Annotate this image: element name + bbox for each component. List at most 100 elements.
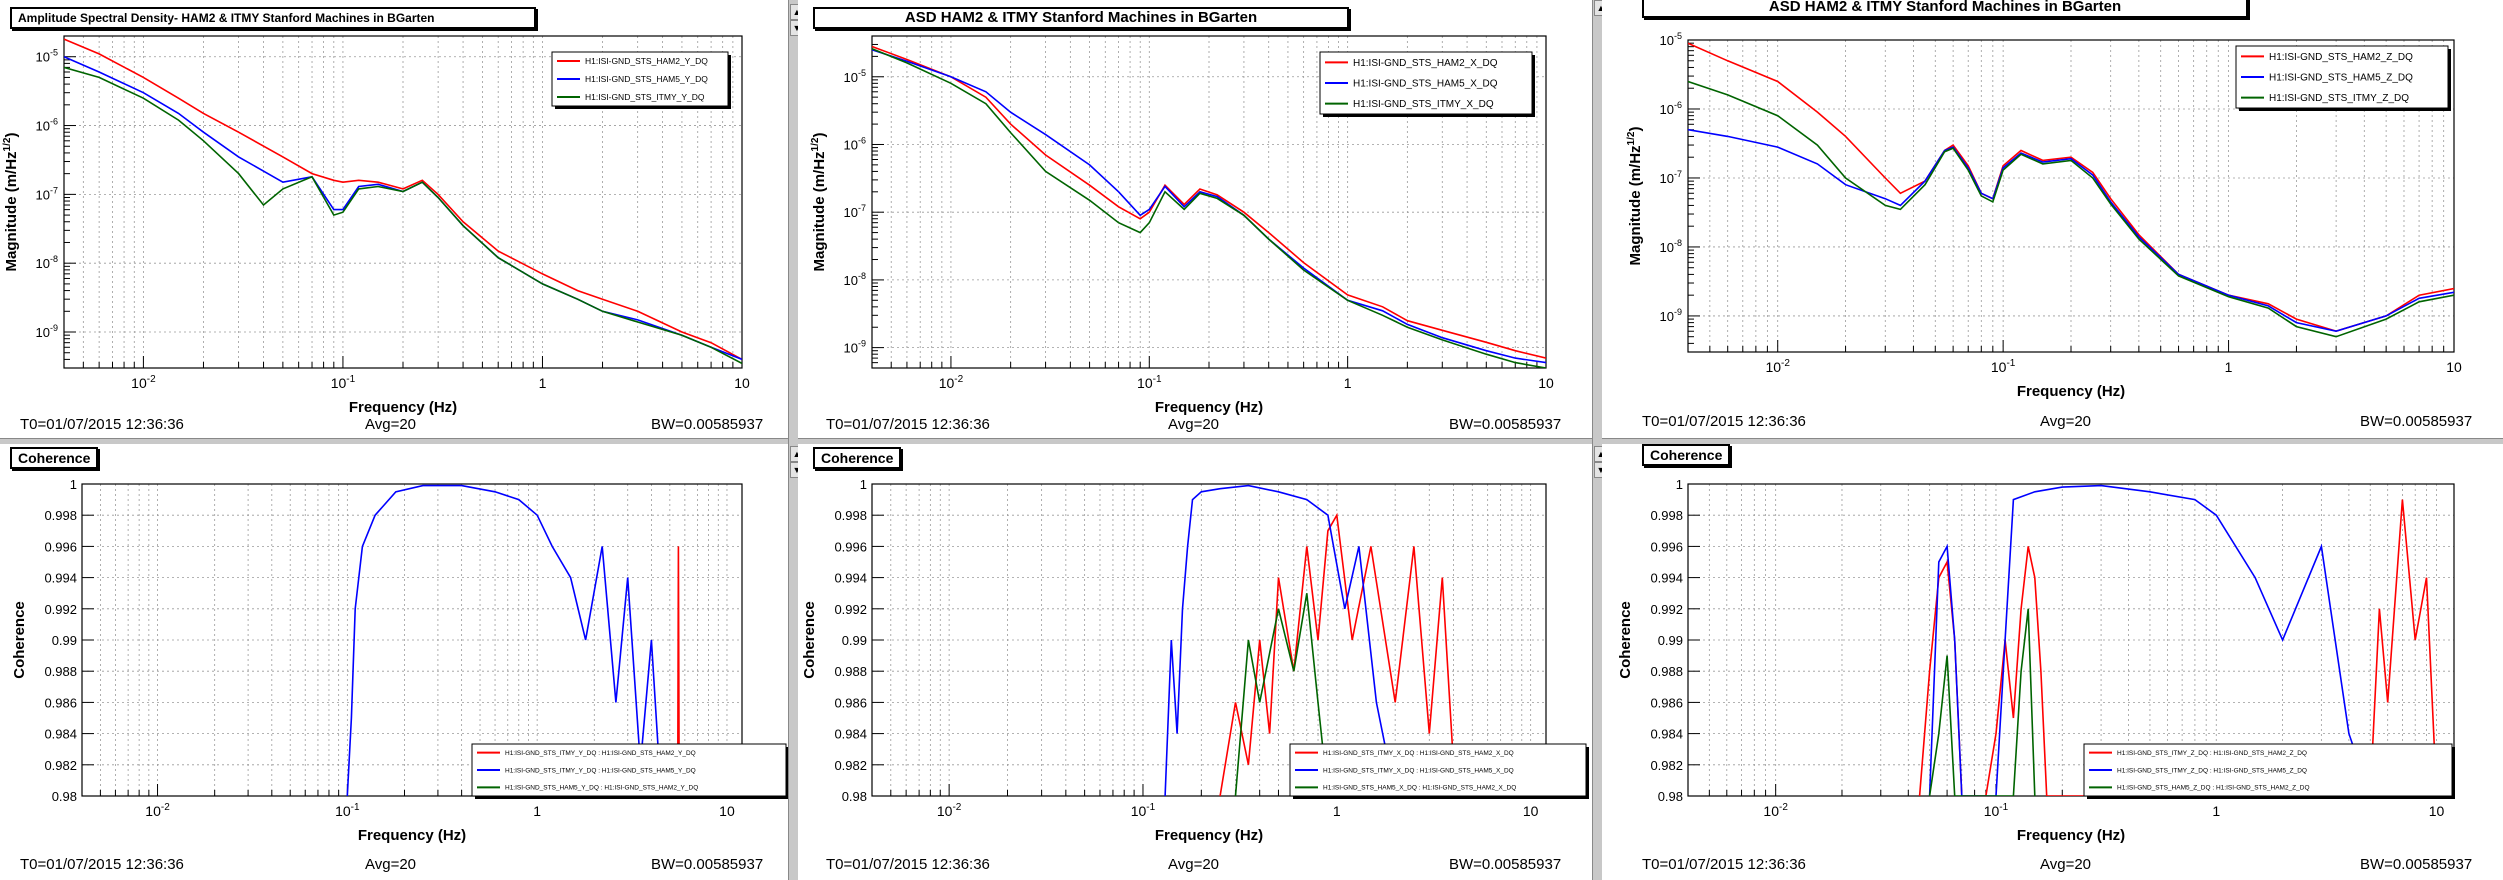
panel-title[interactable]: Coherence: [1642, 444, 1731, 466]
series-line-2: [346, 484, 662, 796]
coh-z-chart[interactable]: 10-2 10-1 1 10 0.98 0.982 0.984 0.986 0.988 0.99 0…: [1602, 444, 2503, 880]
y-tick-label: 0.984: [44, 727, 77, 742]
panel-title[interactable]: Coherence: [813, 447, 902, 469]
legend: H1:ISI-GND_STS_ITMY_X_DQ : H1:ISI-GND_ST…: [1289, 743, 1589, 799]
x-tick-label: 10: [2446, 359, 2462, 375]
panel-title[interactable]: Coherence: [10, 447, 99, 469]
coh-y-chart[interactable]: 10-2 10-1 1 10 0.98 0.982 0.984 0.986 0.988 0.99 0…: [0, 444, 788, 880]
y-tick-label: 0.986: [44, 695, 77, 710]
x-tick-label: 10-2: [1765, 358, 1790, 375]
series-line-3: [1234, 593, 1329, 796]
y-tick-label: 0.982: [1650, 758, 1683, 773]
x-tick-label: 10: [734, 375, 750, 391]
y-tick-label: 10-9: [1660, 307, 1682, 324]
plot-frame: [871, 483, 1547, 797]
series-line-2: [872, 49, 1546, 364]
legend-label: H1:ISI-GND_STS_ITMY_Y_DQ : H1:ISI-GND_ST…: [505, 750, 696, 757]
asd-z-chart[interactable]: 10-2 10-1 1 10 10-9 10-8 10-7 10-6 10-5 Frequency…: [1602, 0, 2503, 438]
footer-t0: T0=01/07/2015 12:36:36: [1642, 856, 1806, 873]
footer-t0: T0=01/07/2015 12:36:36: [826, 416, 990, 433]
x-tick-label: 10: [719, 803, 735, 819]
y-tick-label: 0.984: [1650, 727, 1683, 742]
legend: H1:ISI-GND_STS_HAM2_Z_DQ H1:ISI-GND_STS_H…: [2235, 45, 2451, 111]
x-axis-label: Frequency (Hz): [2017, 827, 2125, 844]
legend-label: H1:ISI-GND_STS_ITMY_Z_DQ : H1:ISI-GND_ST…: [2117, 750, 2307, 757]
footer-bw: BW=0.00585937: [2360, 856, 2473, 873]
panel-title[interactable]: Amplitude Spectral Density- HAM2 & ITMY …: [10, 7, 536, 29]
y-axis-label: Magnitude (m/Hz1/2): [2, 133, 20, 272]
y-tick-label: 10-6: [844, 135, 866, 152]
panel-coh-y[interactable]: 10-2 10-1 1 10 0.98 0.982 0.984 0.986 0.988 0.99 0…: [0, 444, 788, 880]
y-tick-label: 0.986: [834, 695, 867, 710]
x-tick-label: 10-2: [145, 802, 170, 819]
legend-label: H1:ISI-GND_STS_HAM5_X_DQ: [1353, 79, 1498, 90]
panel-coh-z[interactable]: 10-2 10-1 1 10 0.98 0.982 0.984 0.986 0.988 0.99 0…: [1602, 444, 2503, 880]
y-tick-label: 10-8: [36, 254, 58, 271]
x-tick-label: 10: [2429, 803, 2445, 819]
legend-label: H1:ISI-GND_STS_HAM2_Z_DQ: [2269, 52, 2413, 63]
footer-avg: Avg=20: [1168, 856, 1220, 873]
y-tick-label: 0.99: [1658, 633, 1683, 648]
x-tick-label: 10-2: [937, 802, 962, 819]
legend-label: H1:ISI-GND_STS_HAM5_Z_DQ : H1:ISI-GND_ST…: [2117, 785, 2310, 792]
y-tick-label: 0.998: [1650, 508, 1683, 523]
series-group: [1688, 42, 2454, 338]
footer-bw: BW=0.00585937: [651, 856, 764, 873]
y-tick-label: 0.984: [834, 727, 867, 742]
x-tick-label: 10-2: [131, 374, 156, 391]
panel-coh-x[interactable]: 10-2 10-1 1 10 0.98 0.982 0.984 0.986 0.988 0.99 0…: [798, 444, 1592, 880]
asd-x-chart[interactable]: 10-2 10-1 1 10 10-9 10-8 10-7 10-6 10-5 Frequency…: [798, 0, 1592, 438]
x-tick-label: 1: [1344, 375, 1352, 391]
x-tick-label: 10-1: [331, 374, 356, 391]
legend: H1:ISI-GND_STS_ITMY_Z_DQ : H1:ISI-GND_ST…: [2083, 743, 2455, 799]
y-tick-label: 10-9: [36, 323, 58, 340]
footer-bw: BW=0.00585937: [2360, 413, 2473, 430]
plot-frame: [871, 35, 1547, 369]
x-tick-label: 10-1: [1984, 802, 2009, 819]
series-group: [1918, 484, 2438, 796]
y-tick-label: 0.992: [1650, 602, 1683, 617]
grid: [1687, 483, 2454, 797]
x-tick-label: 10-1: [335, 802, 360, 819]
series-line-1: [872, 45, 1546, 359]
panel-asd-y[interactable]: 10-2 10-1 1 10 10-9 10-8 10-7 10-6 10-5 Frequency…: [0, 0, 788, 438]
legend-label: H1:ISI-GND_STS_ITMY_Y_DQ : H1:ISI-GND_ST…: [505, 767, 696, 774]
panel-asd-z[interactable]: 10-2 10-1 1 10 10-9 10-8 10-7 10-6 10-5 Frequency…: [1602, 0, 2503, 438]
y-tick-label: 0.98: [52, 789, 77, 804]
y-tick-label: 0.992: [44, 602, 77, 617]
series-line-3: [64, 66, 742, 365]
panel-asd-x[interactable]: 10-2 10-1 1 10 10-9 10-8 10-7 10-6 10-5 Frequency…: [798, 0, 1592, 438]
footer-avg: Avg=20: [365, 856, 417, 873]
y-tick-label: 0.994: [834, 571, 867, 586]
x-tick-label: 10: [1538, 375, 1554, 391]
y-tick-label: 0.996: [44, 539, 77, 554]
coh-x-chart[interactable]: 10-2 10-1 1 10 0.98 0.982 0.984 0.986 0.988 0.99 0…: [798, 444, 1592, 880]
footer-t0: T0=01/07/2015 12:36:36: [1642, 413, 1806, 430]
x-tick-label: 1: [533, 803, 541, 819]
footer-avg: Avg=20: [365, 416, 417, 433]
asd-y-chart[interactable]: 10-2 10-1 1 10 10-9 10-8 10-7 10-6 10-5 Frequency…: [0, 0, 788, 438]
legend-label: H1:ISI-GND_STS_ITMY_X_DQ: [1353, 99, 1494, 110]
y-tick-label: 10-7: [1660, 169, 1682, 186]
footer-t0: T0=01/07/2015 12:36:36: [826, 856, 990, 873]
legend-label: H1:ISI-GND_STS_HAM5_Y_DQ : H1:ISI-GND_ST…: [505, 785, 698, 792]
y-axis-label: Magnitude (m/Hz1/2): [1626, 127, 1644, 266]
panel-title[interactable]: ASD HAM2 & ITMY Stanford Machines in BGa…: [813, 7, 1349, 29]
legend-label: H1:ISI-GND_STS_HAM5_Y_DQ: [585, 74, 708, 84]
series-line-1: [64, 38, 742, 361]
y-tick-label: 0.982: [834, 758, 867, 773]
x-tick-label: 1: [539, 375, 547, 391]
footer-bw: BW=0.00585937: [651, 416, 764, 433]
footer-t0: T0=01/07/2015 12:36:36: [20, 856, 184, 873]
x-tick-label: 1: [1333, 803, 1341, 819]
y-tick-label: 10-8: [1660, 238, 1682, 255]
panel-title[interactable]: ASD HAM2 & ITMY Stanford Machines in BGa…: [1642, 0, 2248, 18]
y-tick-label: 0.994: [1650, 571, 1683, 586]
y-tick-label: 1: [70, 477, 77, 492]
y-tick-label: 10-6: [36, 117, 58, 134]
series-group: [1164, 484, 1473, 796]
series-line-1: [1219, 512, 1473, 796]
legend-box: [471, 743, 787, 797]
series-line-3: [1928, 608, 2036, 796]
legend: H1:ISI-GND_STS_HAM2_X_DQ H1:ISI-GND_STS_H…: [1319, 51, 1535, 117]
